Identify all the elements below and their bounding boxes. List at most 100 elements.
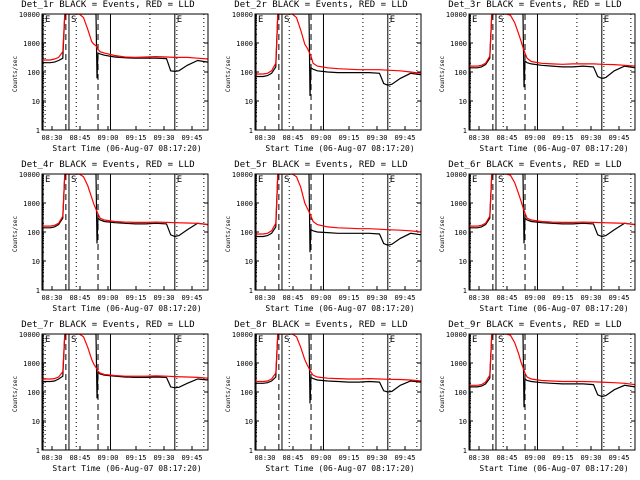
x-tick-label: 09:00 — [97, 454, 118, 462]
lld-series-line — [469, 174, 635, 227]
y-tick-label: 10000 — [19, 171, 40, 179]
y-tick-label: 100 — [240, 69, 253, 77]
y-tick-label: 1 — [463, 287, 467, 295]
x-tick-label: 08:30 — [41, 294, 62, 302]
flag-label: S — [71, 15, 76, 25]
panel-title: Det_7r BLACK = Events, RED = LLD — [21, 320, 195, 330]
x-tick-label: 09:45 — [181, 294, 202, 302]
chart-canvas: 1 10 100 1000 10000 08:30 08:45 09:00 09:15 09:30… — [232, 11, 422, 142]
panel-title: Det_4r BLACK = Events, RED = LLD — [21, 160, 195, 170]
x-axis-title: Start Time (06-Aug-07 08:17:20) — [265, 144, 415, 153]
flag-label: E — [177, 15, 182, 25]
x-axis-title: Start Time (06-Aug-07 08:17:20) — [479, 464, 629, 473]
chart-canvas: 1 10 100 1000 10000 08:30 08:45 09:00 09:15 09:30… — [19, 11, 209, 142]
x-tick-label: 09:00 — [310, 134, 331, 142]
x-tick-label: 08:30 — [41, 454, 62, 462]
flag-label: E — [258, 15, 263, 25]
events-series-line — [42, 334, 208, 399]
y-axis-title: Counts/sec — [225, 55, 232, 93]
y-tick-label: 100 — [454, 389, 467, 397]
x-tick-label: 09:45 — [394, 134, 415, 142]
y-axis-title: Counts/sec — [439, 215, 446, 253]
y-tick-label: 1 — [249, 127, 253, 135]
events-series-line — [42, 174, 208, 244]
flag-label: E — [45, 15, 50, 25]
x-tick-label: 08:45 — [69, 294, 90, 302]
x-tick-label: 09:30 — [580, 454, 601, 462]
x-axis-title: Start Time (06-Aug-07 08:17:20) — [52, 464, 202, 473]
x-tick-label: 09:15 — [125, 294, 146, 302]
x-tick-label: 09:30 — [580, 134, 601, 142]
x-tick-label: 08:30 — [254, 294, 275, 302]
y-axis-title: Counts/sec — [439, 375, 446, 413]
y-tick-label: 1 — [36, 127, 40, 135]
y-tick-label: 10000 — [19, 331, 40, 339]
flag-label: E — [390, 335, 395, 345]
plot-frame — [41, 173, 209, 291]
x-tick-label: 08:30 — [468, 294, 489, 302]
x-axis-title: Start Time (06-Aug-07 08:17:20) — [479, 144, 629, 153]
y-tick-label: 1000 — [450, 200, 467, 208]
flag-label: E — [472, 335, 477, 345]
y-axis-title: Counts/sec — [12, 215, 19, 253]
flag-label: E — [258, 335, 263, 345]
x-axis-title: Start Time (06-Aug-07 08:17:20) — [52, 144, 202, 153]
lld-series-line — [42, 174, 208, 227]
x-tick-label: 08:30 — [41, 134, 62, 142]
detector-panel-5: 1 10 100 1000 10000 08:30 08:45 09:00 09:15 09:30… — [213, 160, 426, 320]
lld-series-line — [255, 14, 421, 75]
plot-frame — [468, 173, 636, 291]
x-axis-title: Start Time (06-Aug-07 08:17:20) — [479, 304, 629, 313]
y-axis-title: Counts/sec — [225, 215, 232, 253]
y-tick-label: 1000 — [23, 360, 40, 368]
x-tick-label: 08:45 — [282, 454, 303, 462]
x-tick-label: 09:45 — [608, 134, 629, 142]
x-tick-label: 08:45 — [496, 454, 517, 462]
plot-frame — [41, 333, 209, 451]
flag-label: E — [472, 175, 477, 185]
y-tick-label: 1000 — [450, 360, 467, 368]
lld-series-line — [255, 334, 421, 383]
x-tick-label: 09:00 — [524, 294, 545, 302]
flag-label: E — [45, 335, 50, 345]
y-tick-label: 100 — [27, 389, 40, 397]
detector-panel-1: 1 10 100 1000 10000 08:30 08:45 09:00 09:15 09:30… — [0, 0, 213, 160]
x-tick-label: 08:30 — [468, 454, 489, 462]
x-axis-title: Start Time (06-Aug-07 08:17:20) — [265, 304, 415, 313]
y-axis-title: Counts/sec — [12, 55, 19, 93]
y-axis-title: Counts/sec — [439, 55, 446, 93]
flag-label: S — [284, 335, 289, 345]
y-tick-label: 10000 — [19, 11, 40, 19]
y-tick-label: 10000 — [232, 11, 253, 19]
x-tick-label: 09:30 — [366, 134, 387, 142]
x-tick-label: 09:00 — [310, 454, 331, 462]
x-tick-label: 09:30 — [366, 294, 387, 302]
y-tick-label: 100 — [27, 69, 40, 77]
events-series-line — [255, 174, 421, 253]
flag-label: E — [390, 175, 395, 185]
flag-label: S — [498, 15, 503, 25]
x-tick-label: 09:45 — [181, 134, 202, 142]
plot-frame — [41, 13, 209, 131]
x-tick-label: 09:00 — [524, 454, 545, 462]
y-tick-label: 1000 — [236, 360, 253, 368]
x-tick-label: 09:45 — [394, 454, 415, 462]
y-tick-label: 1 — [249, 447, 253, 455]
x-tick-label: 08:30 — [254, 134, 275, 142]
y-tick-label: 100 — [454, 229, 467, 237]
y-tick-label: 10 — [245, 98, 253, 106]
flag-label: E — [177, 335, 182, 345]
x-axis-title: Start Time (06-Aug-07 08:17:20) — [265, 464, 415, 473]
y-tick-label: 10000 — [446, 171, 467, 179]
plot-frame — [254, 173, 422, 291]
flag-label: S — [284, 15, 289, 25]
plot-frame — [254, 333, 422, 451]
lld-series-line — [255, 174, 421, 235]
x-tick-label: 09:30 — [153, 134, 174, 142]
x-tick-label: 09:15 — [338, 294, 359, 302]
chart-canvas: 1 10 100 1000 10000 08:30 08:45 09:00 09:15 09:30… — [19, 331, 209, 462]
y-tick-label: 10 — [245, 258, 253, 266]
plot-frame — [254, 13, 422, 131]
panel-title: Det_1r BLACK = Events, RED = LLD — [21, 0, 195, 10]
plot-frame — [468, 13, 636, 131]
